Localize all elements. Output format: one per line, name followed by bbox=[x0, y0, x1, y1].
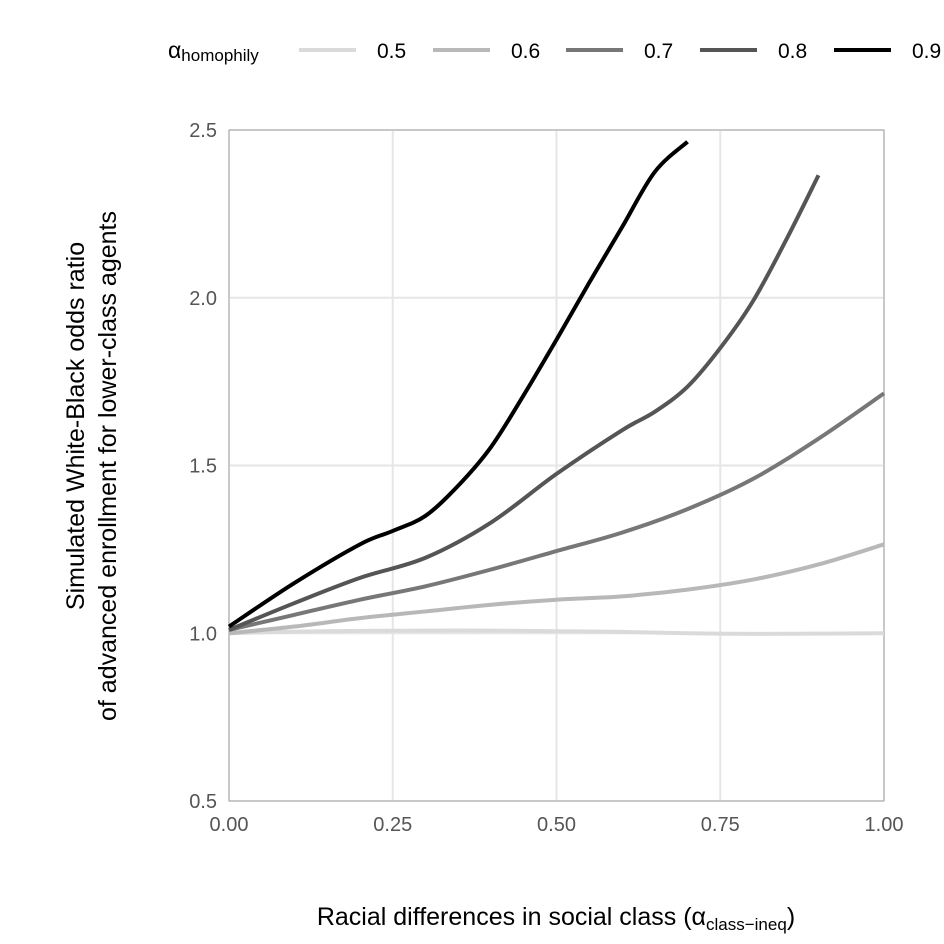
series-line-0-7 bbox=[228, 391, 886, 632]
x-axis-title: Racial differences in social class (αcla… bbox=[317, 903, 795, 934]
legend-title: αhomophily bbox=[168, 37, 259, 65]
legend-label: 0.6 bbox=[511, 40, 540, 63]
legend-label: 0.8 bbox=[778, 40, 807, 63]
series-line-0-8 bbox=[228, 174, 821, 632]
y-tick-label: 2.5 bbox=[189, 120, 217, 142]
y-axis-title-line-1: Simulated White-Black odds ratio bbox=[62, 242, 90, 610]
y-tick-label: 1.0 bbox=[189, 623, 217, 645]
series-lines bbox=[227, 140, 886, 636]
y-axis-ticks: 0.5 1.0 1.5 2.0 2.5 bbox=[189, 120, 217, 813]
x-tick-label: 0.00 bbox=[210, 814, 249, 836]
x-tick-label: 0.75 bbox=[701, 814, 740, 836]
y-axis-title-line-2: of advanced enrollment for lower-class a… bbox=[94, 211, 122, 721]
series-line-0-6 bbox=[228, 542, 885, 636]
legend-label: 0.7 bbox=[644, 40, 673, 63]
y-tick-label: 1.5 bbox=[189, 456, 217, 478]
x-tick-label: 1.00 bbox=[865, 814, 904, 836]
y-tick-label: 0.5 bbox=[189, 791, 217, 813]
series-line-0-5 bbox=[228, 628, 885, 636]
plot-panel-border bbox=[228, 129, 885, 802]
legend-label: 0.9 bbox=[912, 40, 941, 63]
x-tick-label: 0.50 bbox=[537, 814, 576, 836]
x-tick-label: 0.25 bbox=[373, 814, 412, 836]
legend: αhomophily 0.5 0.6 0.7 0.8 0.9 bbox=[168, 37, 941, 65]
legend-label: 0.5 bbox=[377, 40, 406, 63]
series-line-0-9 bbox=[227, 140, 689, 629]
grid bbox=[228, 129, 885, 802]
y-tick-label: 2.0 bbox=[189, 288, 217, 310]
x-axis-ticks: 0.00 0.25 0.50 0.75 1.00 bbox=[210, 814, 904, 836]
